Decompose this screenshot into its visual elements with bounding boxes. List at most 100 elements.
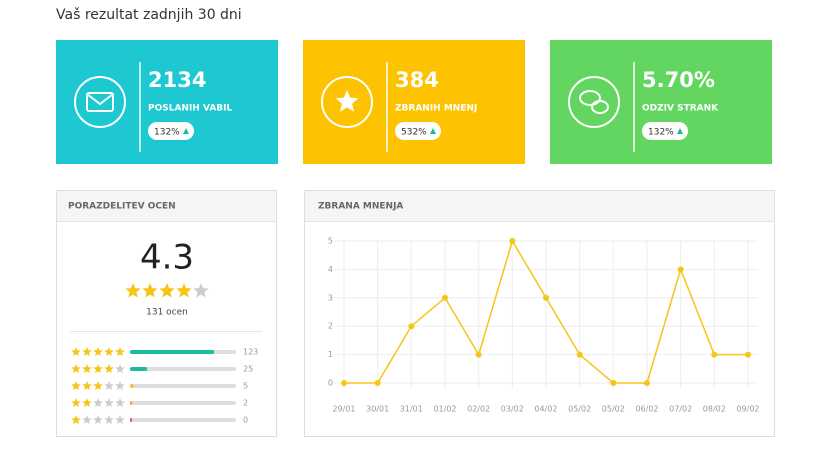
- row-stars: [71, 381, 125, 390]
- stat-card: [56, 40, 278, 164]
- row-count: 0: [243, 416, 248, 425]
- bar-track: [130, 367, 236, 371]
- y-tick-label: 1: [328, 350, 333, 359]
- card-icon: [579, 90, 609, 114]
- star-icon: [93, 415, 103, 424]
- star-icon: [93, 347, 103, 356]
- star-icon: [71, 347, 81, 356]
- row-stars: [71, 398, 125, 407]
- card-label: ODZIV STRANK: [642, 104, 719, 114]
- data-point: [442, 294, 448, 301]
- star-icon: [71, 415, 81, 424]
- up-arrow: [430, 128, 436, 134]
- change-badge: [148, 122, 194, 140]
- y-tick-label: 0: [328, 379, 333, 388]
- rating-panel: [56, 190, 277, 437]
- row-count: 2: [243, 399, 248, 408]
- star-icon: [176, 283, 192, 298]
- bar-fill: [130, 350, 215, 354]
- star-icon: [93, 398, 103, 407]
- x-tick-label: 06/02: [635, 405, 658, 414]
- x-tick-label: 04/02: [534, 405, 557, 414]
- y-tick-label: 5: [328, 237, 333, 246]
- bar-track: [130, 384, 236, 388]
- change-badge: [395, 122, 441, 140]
- change-value: 532%: [401, 128, 427, 138]
- bar-fill: [130, 367, 148, 371]
- row-count: 123: [243, 348, 258, 357]
- data-point: [644, 380, 650, 386]
- star-icon: [82, 398, 92, 407]
- star-icon: [93, 381, 103, 390]
- data-point: [374, 380, 381, 386]
- star-icon: [142, 283, 158, 298]
- card-icon-ring: [568, 76, 620, 128]
- card-label: ZBRANIH MNENJ: [395, 104, 477, 114]
- star-icon: [104, 415, 114, 424]
- data-point: [677, 266, 684, 273]
- star-icon: [115, 381, 125, 390]
- panel-header: [57, 191, 276, 221]
- star-icon: [115, 364, 125, 373]
- star-icon: [104, 364, 114, 373]
- star-icon: [115, 398, 125, 407]
- panel-header: [305, 191, 774, 221]
- row-count: 5: [243, 382, 248, 391]
- star-icon: [71, 381, 81, 390]
- data-point: [341, 380, 347, 386]
- star-icon: [82, 381, 92, 390]
- change-badge: [642, 122, 688, 140]
- x-tick-label: 01/02: [433, 405, 456, 414]
- card-label: POSLANIH VABIL: [148, 104, 233, 114]
- star-icon: [71, 398, 81, 407]
- data-point: [475, 351, 482, 358]
- star-icon: [82, 347, 92, 356]
- card-value: 2134: [148, 68, 206, 92]
- chart-panel: [304, 190, 775, 437]
- data-point: [509, 238, 516, 244]
- row-stars: [71, 347, 125, 356]
- star-icon: [159, 283, 175, 298]
- row-count: 25: [243, 365, 253, 374]
- bar-track: [130, 401, 236, 405]
- x-tick-label: 02/02: [467, 405, 490, 414]
- card-value: 384: [395, 68, 439, 92]
- bar-fill: [130, 418, 132, 422]
- x-tick-label: 29/01: [332, 405, 355, 414]
- panel-title: PORAZDELITEV OCEN: [68, 202, 176, 212]
- data-point: [576, 351, 583, 358]
- star-icon: [82, 364, 92, 373]
- row-stars: [71, 364, 125, 373]
- up-arrow: [677, 128, 683, 134]
- star-icon: [71, 364, 81, 373]
- card-icon-ring: [321, 76, 373, 128]
- up-arrow: [183, 128, 189, 134]
- y-tick-label: 2: [328, 322, 333, 331]
- card-icon: [335, 90, 359, 112]
- chart-title: ZBRANA MNENJA: [318, 202, 403, 212]
- data-point: [711, 351, 718, 358]
- star-icon: [115, 347, 125, 356]
- change-value: 132%: [648, 128, 674, 138]
- x-tick-label: 31/01: [400, 405, 423, 414]
- x-tick-label: 05/02: [568, 405, 591, 414]
- star-icon: [93, 364, 103, 373]
- bar-track: [130, 418, 236, 422]
- star-icon: [104, 398, 114, 407]
- card-value: 5.70%: [642, 68, 715, 92]
- star-icon: [125, 283, 141, 298]
- stat-card: [550, 40, 772, 164]
- data-point: [408, 323, 415, 330]
- data-point: [745, 351, 751, 358]
- x-tick-label: 08/02: [703, 405, 726, 414]
- row-stars: [71, 415, 125, 424]
- y-tick-label: 4: [328, 265, 333, 274]
- change-value: 132%: [154, 128, 180, 138]
- star-icon: [193, 283, 209, 298]
- data-point: [543, 294, 549, 301]
- page-title: Vaš rezultat zadnjih 30 dni: [56, 7, 242, 23]
- star-icon: [104, 347, 114, 356]
- card-icon: [86, 92, 114, 112]
